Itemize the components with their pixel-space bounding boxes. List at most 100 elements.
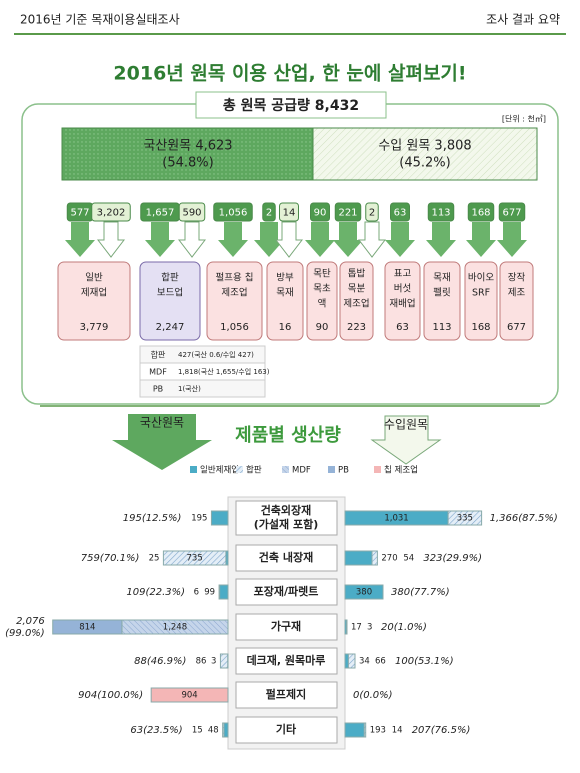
flow-badge [427,202,455,222]
flow-value: 3,202 [97,208,126,219]
bar-segment [347,653,356,669]
industry-name: 펠릿 [433,287,451,299]
flow-badge [279,202,299,222]
industry-total: 3,779 [80,322,109,333]
flow-value: 577 [70,208,89,219]
product-box [235,500,338,536]
segment-label: 193 [370,726,386,736]
flow-arrow [497,222,527,257]
page-title: 2016년 원목 이용 산업, 한 눈에 살펴보기! [113,63,466,85]
section-name: 조사 결과 요약 [486,12,560,27]
industry-name: 바이오 [468,273,494,284]
row-total: 63(23.5%) [130,725,182,736]
flow-value: 677 [502,208,521,219]
row-total: 380(77.7%) [391,587,450,598]
flow-value: 1,056 [219,208,248,219]
segment-label: 86 [196,657,207,667]
row-total: 207(76.5%) [412,725,471,736]
flow-badge [365,202,379,222]
segment-label: 17 [351,623,362,633]
segment-label: 99 [204,588,215,598]
segment-label: 25 [149,554,160,564]
segment-label: 3 [211,657,216,667]
import-share: (45.2%) [399,156,450,171]
product-name: 건축외장재 [261,503,312,517]
segment-label: 380 [356,588,372,598]
flow-badge [467,202,495,222]
industry-name: 펄프용 칩 [216,272,254,284]
flow-value: 1,657 [146,208,175,219]
domestic-box [61,127,314,181]
industry-total: 63 [396,322,409,333]
segment-label: 195 [191,514,207,524]
legend-swatch [328,466,335,473]
table-value: 427(국산 0.6/수입 427) [178,350,254,359]
table-key: PB [153,385,163,394]
industry-total: 16 [279,322,292,333]
flow-arrow [145,222,175,257]
product-box [235,578,338,606]
flow-value: 90 [314,208,327,219]
segment-label: 15 [192,726,203,736]
segment-label: 1,248 [163,623,187,633]
segment-label: 735 [187,554,203,564]
flow-badge [390,202,410,222]
product-name: 가구재 [271,619,301,633]
import-label: 수입 원목 3,808 [378,139,471,154]
industry-total: 168 [471,322,490,333]
segment-label: 48 [208,726,219,736]
import-box [312,127,538,181]
domestic-share: (54.8%) [162,156,213,171]
row-total: (99.0%) [5,628,45,639]
product-box [235,647,338,675]
bar-segment [219,584,229,600]
flow-badge [213,202,253,222]
domestic-arrow [112,414,212,470]
flow-value: 168 [471,208,490,219]
unit: [단위 : 천㎥] [502,114,546,124]
legend-label: 일반제재업 [200,465,239,476]
segment-label: 3 [367,623,372,633]
bar-segment [344,653,349,669]
industry-name: 방부 [276,273,294,284]
industry-name: 제조 [508,288,526,299]
industry-name: 제조업 [221,287,247,299]
table-key: MDF [149,368,167,377]
flow-arrow [426,222,456,257]
product-box [235,716,338,744]
row-total: 109(22.3%) [126,587,185,598]
industry-box [339,261,374,341]
flow-arrow [305,222,335,257]
industry-box [464,261,498,341]
table-row [139,379,266,398]
product-name: (가설재 포함) [254,517,318,531]
industry-name: SRF [472,288,490,299]
legend-swatch [374,466,381,473]
segment-label: 814 [79,623,95,633]
industry-box [206,261,263,341]
row-total: 88(46.9%) [134,656,186,667]
bar-segment [223,722,229,738]
segment-label: 66 [375,657,386,667]
legend-swatch [236,466,243,473]
industry-name: 제재업 [81,287,107,299]
industry-box [306,261,338,341]
flow-arrow [218,222,248,257]
flow-arrow [65,222,95,257]
row-total: 323(29.9%) [423,553,482,564]
segment-label: 34 [359,657,370,667]
survey-name: 2016년 기준 목재이용실태조사 [20,13,180,27]
bar-segment [162,550,227,566]
segment-label: 6 [194,588,199,598]
product-name: 기타 [276,722,297,736]
flow-value: 221 [338,208,357,219]
legend-swatch [190,466,197,473]
segment-label: 270 [381,554,397,564]
industry-total: 223 [347,322,366,333]
bar-segment [210,510,229,526]
industry-box [384,261,421,341]
bar-segment [447,510,483,526]
industry-name: 목초 [313,284,331,295]
flow-value: 590 [182,208,201,219]
